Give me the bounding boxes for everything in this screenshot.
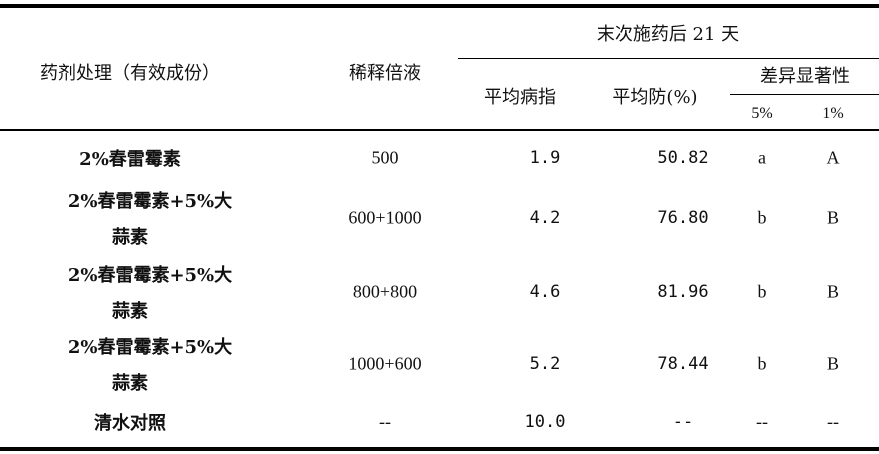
row-dilution: 600+1000 xyxy=(348,207,422,228)
row-treatment: 2%春雷霉素+5%大 xyxy=(67,265,233,286)
row-sig-1: B xyxy=(826,353,840,374)
header-p5: 5% xyxy=(751,105,773,122)
header-treatment: 药剂处理（有效成份） xyxy=(40,63,220,84)
row-sig-5: a xyxy=(758,147,766,168)
row-sig-1: B xyxy=(826,207,840,228)
row-dilution: 1000+600 xyxy=(348,353,422,374)
row-treatment-cont: 蒜素 xyxy=(112,301,148,322)
row-sig-1: -- xyxy=(827,411,839,432)
header-rule xyxy=(0,129,879,131)
row-effect: 81.96 xyxy=(657,282,709,302)
row-treatment: 2%春雷霉素+5%大 xyxy=(67,191,233,212)
row-treatment-cont: 蒜素 xyxy=(112,227,148,248)
row-sig-5: b xyxy=(757,281,767,302)
row-effect: 76.80 xyxy=(657,208,709,228)
header-dilution: 稀释倍液 xyxy=(349,63,421,84)
row-treatment: 2%春雷霉素 xyxy=(79,149,181,170)
group-rule xyxy=(458,58,879,59)
header-avg-effect: 平均防(%) xyxy=(612,87,698,108)
header-group: 末次施药后 21 天 xyxy=(596,24,740,45)
row-index: 4.2 xyxy=(529,208,561,228)
row-dilution: -- xyxy=(379,411,391,432)
row-treatment: 2%春雷霉素+5%大 xyxy=(67,337,233,358)
row-sig-5: b xyxy=(757,353,767,374)
row-sig-5: -- xyxy=(756,411,768,432)
row-treatment-cont: 蒜素 xyxy=(112,373,148,394)
row-dilution: 500 xyxy=(371,147,399,168)
row-effect: 50.82 xyxy=(657,148,709,168)
row-index: 10.0 xyxy=(524,412,566,432)
row-effect: 78.44 xyxy=(657,354,709,374)
row-index: 5.2 xyxy=(529,354,561,374)
significance-rule xyxy=(730,94,879,95)
header-significance: 差异显著性 xyxy=(760,66,850,87)
row-sig-5: b xyxy=(757,207,767,228)
row-sig-1: B xyxy=(826,281,840,302)
row-sig-1: A xyxy=(826,147,840,168)
top-rule xyxy=(0,4,879,8)
header-avg-index: 平均病指 xyxy=(484,87,556,108)
bottom-rule xyxy=(0,447,879,451)
row-index: 1.9 xyxy=(529,148,561,168)
row-treatment: 清水对照 xyxy=(94,413,166,434)
row-dilution: 800+800 xyxy=(352,281,418,302)
row-effect: -- xyxy=(672,412,694,432)
header-p1: 1% xyxy=(822,105,844,122)
row-index: 4.6 xyxy=(529,282,561,302)
